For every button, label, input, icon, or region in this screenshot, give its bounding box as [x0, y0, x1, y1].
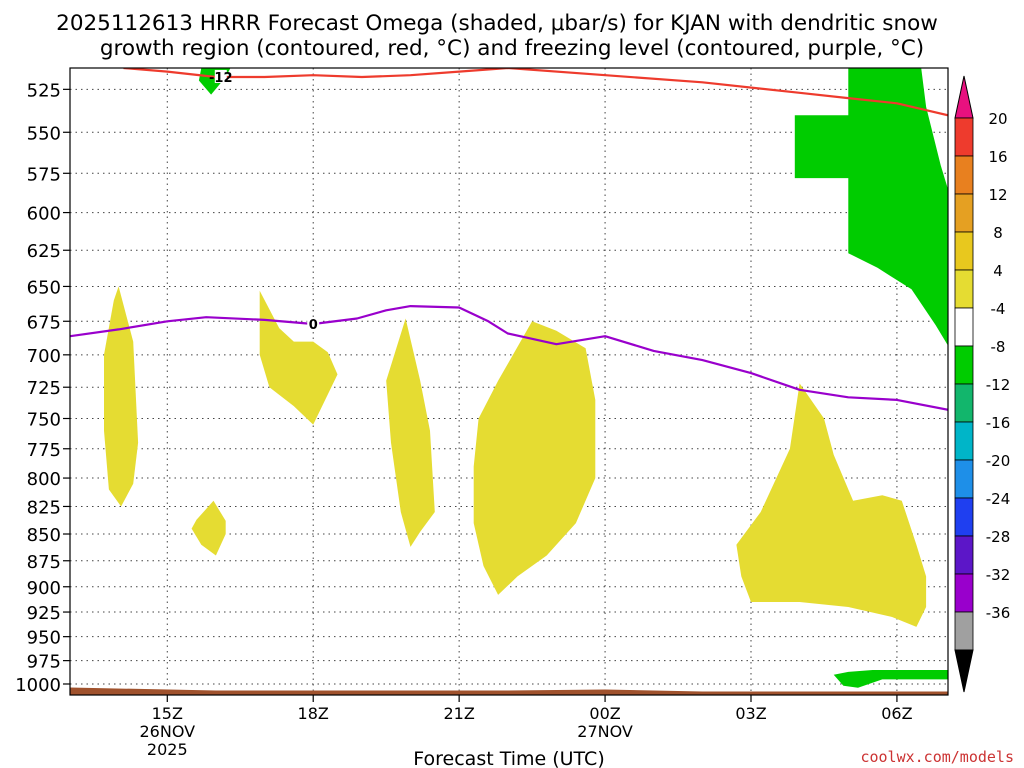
omega-region-6	[736, 383, 927, 627]
colorbar-tick-label: -12	[986, 376, 1011, 394]
y-tick-label: 875	[27, 552, 61, 573]
omega-colorbar: 20 16 12 8 4 -4 -8 -12 -16 -20 -24 -28 -32 -36	[954, 75, 1011, 693]
colorbar-tick-label: 16	[988, 148, 1007, 166]
colorbar-segment	[954, 497, 974, 537]
omega-region-3	[259, 290, 338, 425]
y-tick-label: 900	[27, 578, 61, 599]
y-tick-label: 650	[27, 277, 61, 298]
y-tick-label: 700	[27, 346, 61, 367]
dendritic-growth-contour-label: -12	[209, 71, 233, 86]
x-tick-label: 15Z	[152, 704, 183, 723]
y-tick-label: 975	[27, 652, 61, 673]
x-tick-date: 27NOV	[577, 722, 633, 741]
colorbar-tick-label: -16	[986, 414, 1011, 432]
freezing-level-contour-label-bg	[307, 316, 320, 330]
plot-frame	[69, 67, 949, 696]
freezing-level-contour	[70, 305, 948, 411]
omega-region-2	[191, 500, 226, 556]
colorbar-arrow-bottom	[954, 649, 974, 693]
x-tick-label: 00Z	[589, 704, 620, 723]
colorbar-segment	[954, 155, 974, 195]
colorbar-tick-label: -24	[986, 490, 1011, 508]
y-tick-label: 750	[27, 410, 61, 431]
x-tick-label: 18Z	[298, 704, 329, 723]
terrain-surface	[70, 687, 948, 695]
colorbar-tick-label: -20	[986, 452, 1011, 470]
omega-region-9	[833, 670, 948, 688]
omega-region-4	[386, 318, 435, 547]
y-tick-label: 575	[27, 164, 61, 185]
colorbar-tick-label: -8	[991, 338, 1006, 356]
contour-lines: 0 -12	[70, 68, 948, 411]
omega-region-1	[104, 286, 139, 507]
colorbar-tick-label: -32	[986, 566, 1011, 584]
colorbar-segment	[954, 383, 974, 423]
colorbar-tick-label: -4	[991, 300, 1006, 318]
y-tick-label: 675	[27, 312, 61, 333]
x-tick-label: 06Z	[881, 704, 912, 723]
terrain-fill	[70, 687, 948, 695]
colorbar-tick-label: 12	[988, 186, 1007, 204]
x-tick-label: 21Z	[443, 704, 474, 723]
credit-text: coolwx.com/models	[860, 748, 1014, 766]
colorbar-segment	[954, 611, 974, 651]
omega-region-8	[794, 68, 948, 346]
y-tick-label: 825	[27, 497, 61, 518]
colorbar-tick-label: -28	[986, 528, 1011, 546]
colorbar-tick-label: -36	[986, 604, 1011, 622]
chart-title-line-2: growth region (contoured, red, °C) and f…	[100, 36, 924, 61]
colorbar-tick-label: 20	[988, 110, 1007, 128]
dendritic-growth-contour-label-bg	[214, 69, 227, 83]
y-tick-label: 525	[27, 80, 61, 101]
chart-title-line-1: 2025112613 HRRR Forecast Omega (shaded, …	[56, 11, 938, 36]
y-tick-label: 800	[27, 469, 61, 490]
colorbar-segment	[954, 573, 974, 613]
y-tick-label: 850	[27, 525, 61, 546]
colorbar-segment	[954, 231, 974, 271]
colorbar-tick-label: 8	[993, 224, 1003, 242]
x-tick-year: 2025	[147, 740, 188, 759]
x-tick-date: 26NOV	[139, 722, 195, 741]
y-tick-label: 600	[27, 204, 61, 225]
colorbar-tick-label: 4	[993, 262, 1003, 280]
colorbar-segment	[954, 535, 974, 575]
y-tick-label: 1000	[15, 675, 61, 696]
y-tick-label: 550	[27, 123, 61, 144]
omega-region-5	[473, 321, 596, 595]
x-axis-label: Forecast Time (UTC)	[413, 748, 604, 768]
y-tick-label: 925	[27, 603, 61, 624]
x-tick-label: 03Z	[735, 704, 766, 723]
y-tick-label: 775	[27, 440, 61, 461]
colorbar-segment	[954, 269, 974, 309]
colorbar-segment	[954, 193, 974, 233]
colorbar-segment	[954, 345, 974, 385]
colorbar-segment	[954, 307, 974, 347]
colorbar-segment	[954, 421, 974, 461]
colorbar-arrow-top	[954, 75, 974, 119]
colorbar-segment	[954, 459, 974, 499]
y-tick-label: 625	[27, 241, 61, 262]
colorbar-segment	[954, 117, 974, 157]
freezing-level-contour-label: 0	[309, 318, 318, 333]
y-tick-label: 950	[27, 628, 61, 649]
y-tick-label: 725	[27, 378, 61, 399]
omega-shaded-regions	[104, 68, 948, 688]
y-axis-pressure: 525 550 575 600 625 650 675 700 725 750 775 800 825 8…	[15, 80, 70, 696]
